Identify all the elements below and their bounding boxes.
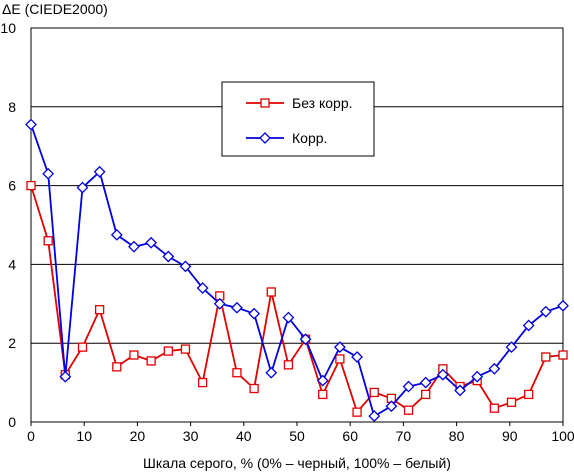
y-tick-label: 2: [8, 335, 16, 351]
data-point-diamond: [454, 384, 466, 397]
data-point-diamond: [316, 374, 329, 387]
series-group: [26, 180, 568, 417]
data-point-square: [421, 389, 431, 400]
data-point-square: [260, 98, 270, 108]
data-point-diamond: [42, 167, 55, 180]
data-point-square: [146, 356, 156, 366]
legend-label: Корр.: [292, 130, 327, 146]
y-tick-label: 4: [8, 256, 16, 272]
y-tick-label: 10: [0, 20, 16, 36]
data-point-diamond: [196, 282, 209, 294]
data-point-diamond: [25, 118, 37, 131]
data-point-diamond: [248, 307, 261, 320]
y-axis-label: ΔE (CIEDE2000): [2, 1, 108, 17]
data-point-square: [541, 352, 551, 362]
series-group: [25, 118, 569, 423]
data-point-square: [506, 397, 517, 407]
data-point-diamond: [59, 370, 72, 383]
data-point-square: [77, 342, 88, 352]
data-point-diamond: [231, 301, 243, 314]
y-axis-ticks: 0 2 4 6 8 10: [0, 20, 16, 430]
x-tick-label: 30: [183, 428, 199, 444]
data-point-square: [352, 407, 362, 417]
data-point-square: [283, 360, 294, 370]
data-point-diamond: [505, 341, 518, 354]
data-point-square: [318, 389, 328, 400]
data-point-diamond: [259, 132, 271, 144]
data-point-diamond: [93, 165, 106, 178]
x-tick-label: 70: [396, 428, 412, 444]
data-point-square: [489, 403, 500, 413]
data-point-diamond: [385, 400, 398, 413]
data-point-square: [43, 236, 53, 246]
data-point-square: [180, 344, 191, 354]
data-point-square: [112, 362, 122, 372]
series-layer: [25, 118, 569, 423]
y-tick-label: 8: [8, 99, 16, 115]
data-point-diamond: [128, 240, 140, 253]
data-point-square: [232, 368, 242, 378]
data-point-square: [26, 180, 36, 191]
data-point-diamond: [471, 370, 484, 383]
legend-label: Без корр.: [292, 95, 353, 111]
data-point-diamond: [351, 351, 363, 363]
x-tick-label: 50: [289, 428, 305, 444]
data-point-diamond: [213, 297, 226, 310]
legend: Без корр. Корр.: [221, 81, 375, 157]
legend-box: [221, 81, 375, 157]
data-point-diamond: [179, 260, 192, 273]
data-point-square: [197, 377, 208, 388]
x-tick-label: 20: [130, 428, 146, 444]
y-tick-label: 0: [8, 414, 16, 430]
data-point-diamond: [488, 362, 501, 375]
data-point-square: [163, 346, 173, 356]
data-point-diamond: [162, 250, 175, 263]
data-point-square: [129, 350, 139, 360]
x-tick-label: 40: [236, 428, 252, 444]
data-point-diamond: [299, 333, 312, 346]
series-line: [30, 124, 564, 418]
data-point-diamond: [76, 181, 89, 194]
data-point-diamond: [145, 236, 158, 249]
data-point-diamond: [402, 380, 415, 393]
x-tick-label: 90: [502, 428, 518, 444]
x-tick-label: 10: [76, 428, 92, 444]
x-axis-label: Шкала серого, % (0% – черный, 100% – бел…: [143, 455, 451, 471]
data-point-square: [335, 354, 345, 364]
data-point-square: [558, 350, 568, 360]
data-point-square: [94, 305, 105, 315]
data-point-diamond: [368, 410, 381, 423]
data-point-square: [249, 383, 259, 394]
data-point-diamond: [282, 311, 295, 324]
data-point-diamond: [557, 299, 569, 312]
data-point-diamond: [419, 376, 432, 389]
data-point-diamond: [333, 341, 346, 354]
data-point-square: [369, 387, 379, 398]
x-axis-ticks: 0 10 20 30 40 50 60 70 80 90 100: [27, 422, 574, 444]
series-line: [30, 185, 564, 414]
x-tick-label: 80: [449, 428, 465, 444]
data-point-square: [524, 389, 534, 400]
data-point-diamond: [110, 228, 123, 241]
x-tick-label: 100: [551, 428, 574, 444]
x-tick-label: 0: [27, 428, 35, 444]
data-point-diamond: [265, 366, 278, 379]
data-point-diamond: [436, 368, 449, 381]
data-point-diamond: [522, 319, 535, 332]
data-point-square: [403, 405, 414, 415]
x-tick-label: 60: [342, 428, 358, 444]
data-point-square: [266, 287, 276, 297]
data-point-diamond: [539, 305, 552, 318]
y-tick-label: 6: [8, 178, 16, 194]
